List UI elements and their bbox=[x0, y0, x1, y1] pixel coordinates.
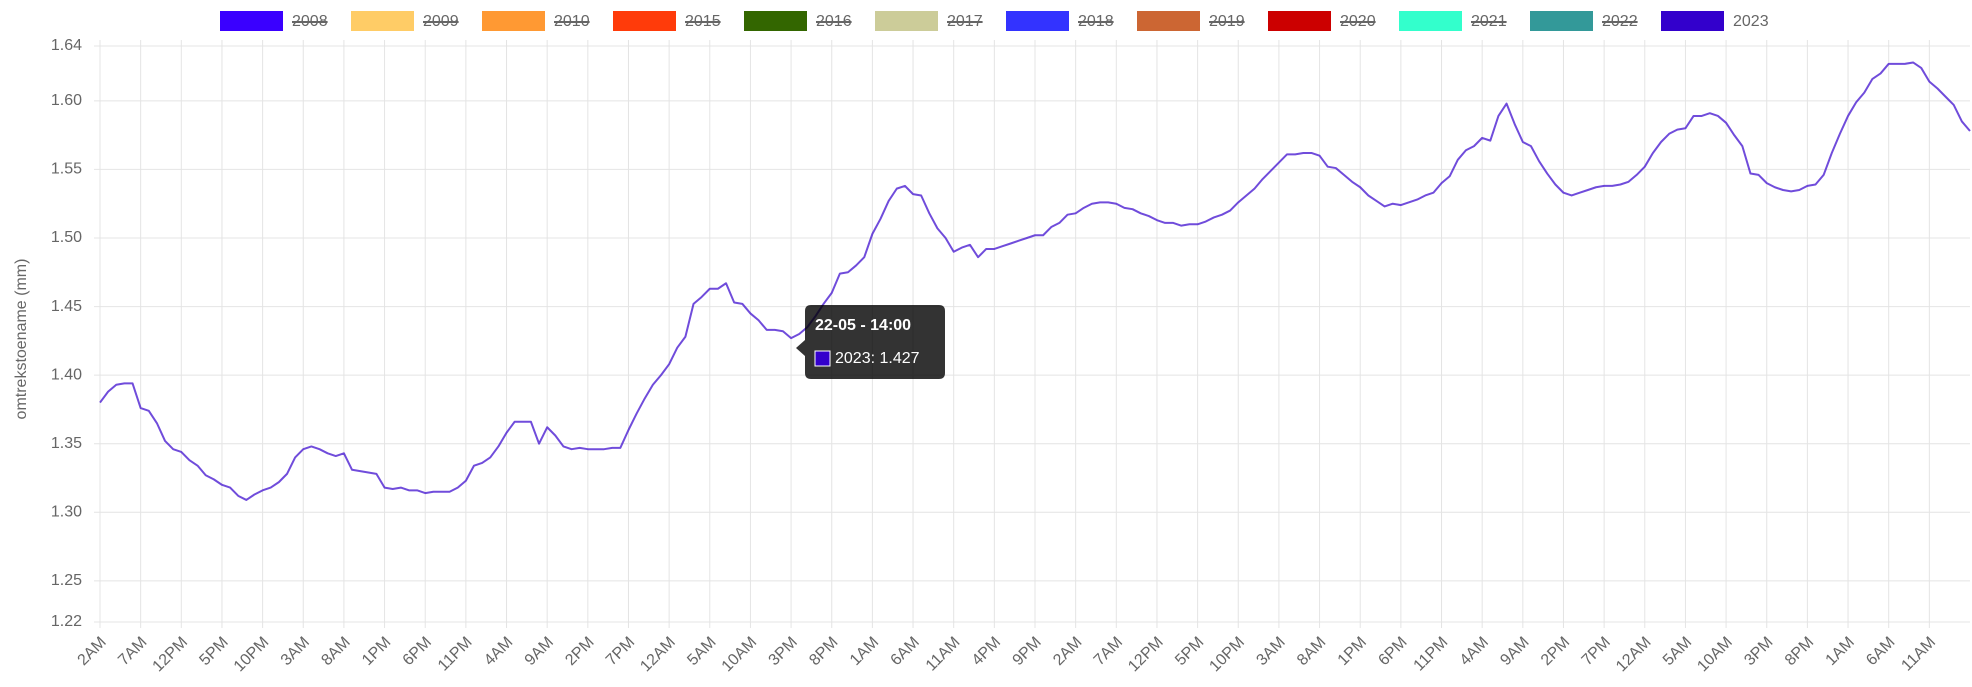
legend-item[interactable]: 2018 bbox=[1006, 11, 1114, 31]
tooltip-swatch bbox=[814, 350, 831, 367]
axes: 1.22 1.25 1.30 1.35 1.40 1.45 1.50 1.55 1.60 1.64… bbox=[51, 37, 1939, 675]
legend-swatch bbox=[1399, 11, 1462, 31]
y-tick-label: 1.35 bbox=[51, 435, 82, 452]
x-tick-label: 6PM bbox=[1375, 634, 1410, 669]
legend-item[interactable]: 2010 bbox=[482, 11, 590, 31]
x-tick-label: 4AM bbox=[1457, 634, 1492, 669]
legend-item[interactable]: 2009 bbox=[351, 11, 459, 31]
plot bbox=[99, 61, 1971, 501]
legend-label: 2023 bbox=[1733, 13, 1769, 30]
x-tick-label: 2AM bbox=[1050, 634, 1085, 669]
x-tick-label: 11AM bbox=[923, 634, 964, 675]
x-tick-label: 4PM bbox=[969, 634, 1004, 669]
tooltip-label: 2023: 1.427 bbox=[835, 350, 920, 367]
legend-swatch bbox=[613, 11, 676, 31]
legend-item[interactable]: 2020 bbox=[1268, 11, 1376, 31]
legend-item[interactable]: 2019 bbox=[1137, 11, 1245, 31]
y-tick-label: 1.45 bbox=[51, 298, 82, 315]
x-tick-label: 9AM bbox=[522, 634, 557, 669]
x-tick-label: 2PM bbox=[562, 634, 597, 669]
legend-swatch bbox=[482, 11, 545, 31]
x-tick-label: 1PM bbox=[359, 634, 394, 669]
tooltip: 22-05 - 14:00 2023: 1.427 bbox=[796, 305, 945, 379]
x-tick-label: 5AM bbox=[684, 634, 719, 669]
x-tick-label: 2PM bbox=[1538, 634, 1573, 669]
x-tick-label: 11PM bbox=[435, 634, 476, 675]
data-line bbox=[99, 61, 1971, 501]
x-tick-label: 1PM bbox=[1335, 634, 1370, 669]
legend-swatch bbox=[220, 11, 283, 31]
x-tick-label: 6AM bbox=[888, 634, 923, 669]
legend-item[interactable]: 2022 bbox=[1530, 11, 1638, 31]
x-tick-label: 8AM bbox=[1294, 634, 1329, 669]
y-tick-label: 1.25 bbox=[51, 572, 82, 589]
x-tick-label: 12AM bbox=[1613, 634, 1655, 676]
y-tick-label: 1.50 bbox=[51, 229, 82, 246]
x-tick-label: 10AM bbox=[1694, 634, 1736, 676]
y-tick-label: 1.60 bbox=[51, 92, 82, 109]
legend-item[interactable]: 2017 bbox=[875, 11, 983, 31]
legend[interactable]: 2008 2009 2010 2015 2016 2017 2018 2019 2020 2021… bbox=[220, 11, 1769, 31]
x-tick-label: 8AM bbox=[318, 634, 353, 669]
legend-item[interactable]: 2008 bbox=[220, 11, 328, 31]
x-tick-label: 8PM bbox=[1782, 634, 1817, 669]
y-tick-label: 1.22 bbox=[51, 613, 82, 630]
x-tick-label: 2AM bbox=[75, 634, 110, 669]
x-tick-label: 1AM bbox=[847, 634, 882, 669]
y-axis-title: omtrekstoename (mm) bbox=[13, 259, 30, 420]
x-tick-label: 10PM bbox=[231, 634, 273, 676]
y-tick-label: 1.40 bbox=[51, 366, 82, 383]
legend-item[interactable]: 2023 bbox=[1661, 11, 1769, 31]
legend-swatch bbox=[1530, 11, 1593, 31]
legend-swatch bbox=[1006, 11, 1069, 31]
x-tick-label: 9PM bbox=[1010, 634, 1045, 669]
x-tick-label: 7PM bbox=[1579, 634, 1614, 669]
y-tick-label: 1.55 bbox=[51, 161, 82, 178]
legend-swatch bbox=[1661, 11, 1724, 31]
x-tick-label: 6AM bbox=[1863, 634, 1898, 669]
x-tick-label: 8PM bbox=[806, 634, 841, 669]
x-tick-label: 7PM bbox=[603, 634, 638, 669]
x-tick-label: 5AM bbox=[1660, 634, 1695, 669]
x-tick-label: 3AM bbox=[1253, 634, 1288, 669]
legend-item[interactable]: 2015 bbox=[613, 11, 721, 31]
x-tick-label: 7AM bbox=[115, 634, 150, 669]
x-tick-label: 12AM bbox=[637, 634, 679, 676]
x-tick-label: 11AM bbox=[1898, 634, 1939, 675]
x-tick-label: 10PM bbox=[1206, 634, 1248, 676]
tooltip-box bbox=[796, 305, 945, 379]
x-tick-label: 9AM bbox=[1497, 634, 1532, 669]
x-tick-label: 12PM bbox=[150, 634, 192, 676]
legend-swatch bbox=[1137, 11, 1200, 31]
x-tick-label: 4AM bbox=[481, 634, 516, 669]
y-tick-label: 1.30 bbox=[51, 504, 82, 521]
legend-item[interactable]: 2016 bbox=[744, 11, 852, 31]
tooltip-title: 22-05 - 14:00 bbox=[815, 317, 911, 334]
x-tick-label: 11PM bbox=[1411, 634, 1452, 675]
grid bbox=[94, 40, 1970, 628]
legend-swatch bbox=[1268, 11, 1331, 31]
y-tick-label: 1.64 bbox=[51, 37, 82, 54]
legend-swatch bbox=[744, 11, 807, 31]
x-tick-label: 10AM bbox=[719, 634, 761, 676]
x-tick-label: 3AM bbox=[278, 634, 313, 669]
x-tick-label: 5PM bbox=[1172, 634, 1207, 669]
x-tick-label: 6PM bbox=[400, 634, 435, 669]
x-tick-label: 5PM bbox=[196, 634, 231, 669]
x-tick-label: 12PM bbox=[1125, 634, 1167, 676]
x-tick-label: 3PM bbox=[766, 634, 801, 669]
legend-item[interactable]: 2021 bbox=[1399, 11, 1507, 31]
x-tick-label: 3PM bbox=[1741, 634, 1776, 669]
legend-swatch bbox=[875, 11, 938, 31]
x-tick-label: 1AM bbox=[1823, 634, 1858, 669]
x-tick-label: 7AM bbox=[1091, 634, 1126, 669]
legend-swatch bbox=[351, 11, 414, 31]
